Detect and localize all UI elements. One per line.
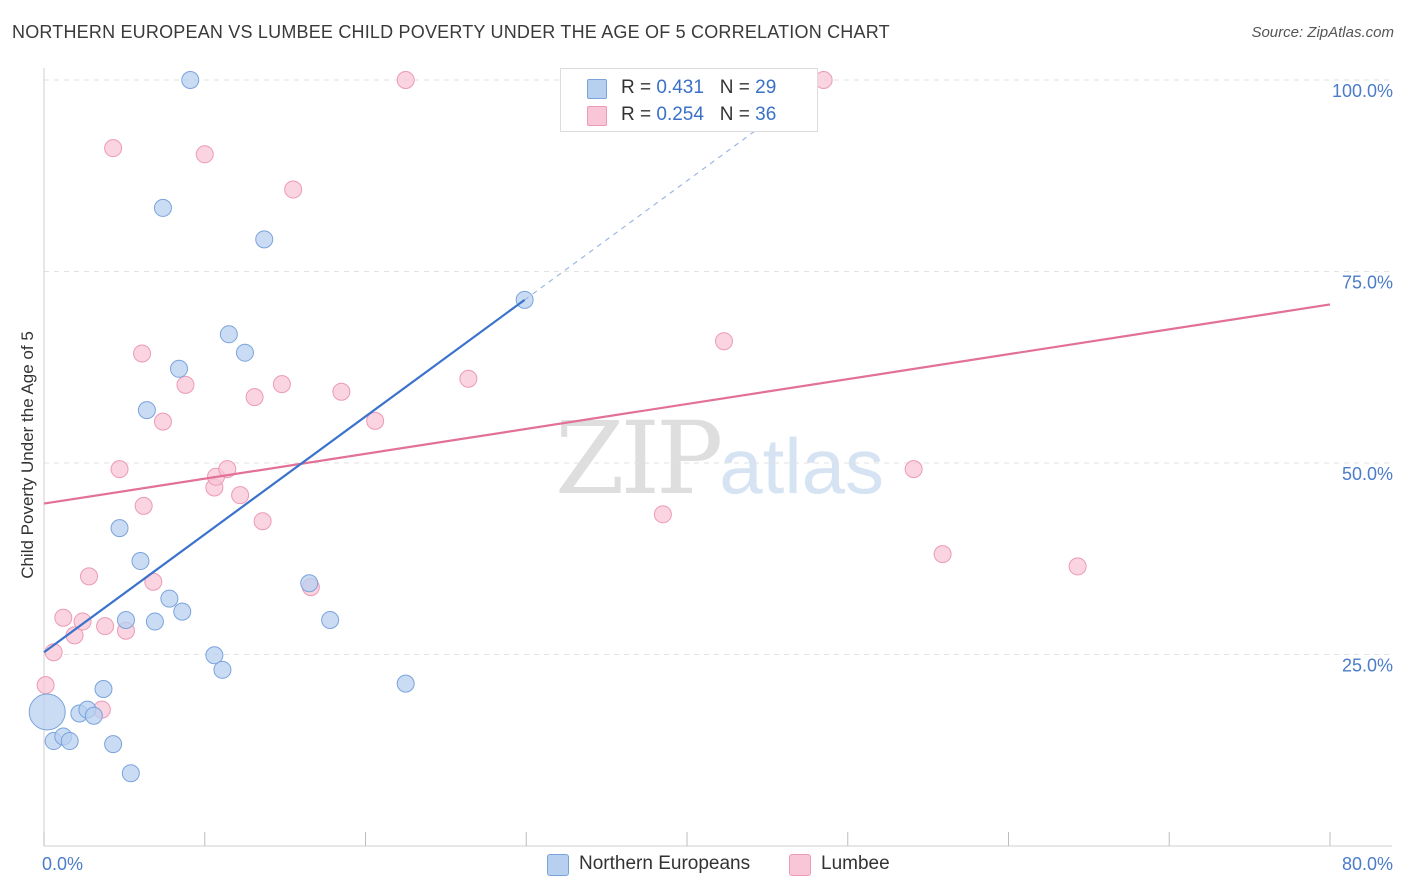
n-label: N = [719, 104, 750, 125]
lumbee-point [96, 617, 115, 636]
lumbee-point [176, 375, 195, 394]
northern-european-point [321, 611, 340, 630]
legend-text: R = 0.431 N = 29 [621, 77, 776, 99]
northern-european-trend-extension [524, 117, 773, 301]
northern-european-point [94, 679, 113, 698]
lumbee-point [253, 512, 272, 531]
legend-swatch-blue [587, 79, 607, 99]
northern-european-point [104, 735, 123, 754]
northern-european-point [213, 660, 232, 679]
y-tick-label: 100.0% [1332, 81, 1393, 101]
lumbee-point [218, 460, 237, 479]
lumbee-point [245, 388, 264, 407]
watermark-atlas: atlas [719, 422, 885, 510]
lumbee-point [284, 180, 303, 199]
lumbee-trend-line [43, 303, 1331, 505]
northern-european-point [137, 401, 156, 420]
lumbee-point [653, 505, 672, 524]
northern-european-point [60, 732, 79, 751]
correlation-legend: R = 0.431 N = 29 R = 0.254 N = 36 [560, 68, 818, 132]
lumbee-point [54, 608, 73, 627]
northern-european-point [153, 198, 172, 217]
lumbee-point [459, 369, 478, 388]
r-label: R = [621, 77, 652, 98]
source-label: Source: ZipAtlas.com [1251, 24, 1394, 41]
northern-european-point [110, 519, 129, 538]
northern-european-point [396, 674, 415, 693]
series-swatch-pink [789, 854, 811, 876]
northern-european-point [131, 552, 150, 571]
lumbee-point [110, 460, 129, 479]
lumbee-point [933, 545, 952, 564]
lumbee-point [134, 496, 153, 515]
northern-european-point [219, 325, 238, 344]
lumbee-point [36, 676, 55, 695]
northern-european-point [235, 343, 254, 362]
r-label: R = [621, 104, 652, 125]
y-tick-label: 25.0% [1342, 656, 1393, 676]
n-value: 36 [755, 104, 777, 125]
legend-swatch-pink [587, 106, 607, 126]
lumbee-point [714, 332, 733, 351]
northern-european-point [300, 574, 319, 593]
chart-title: NORTHERN EUROPEAN VS LUMBEE CHILD POVERT… [12, 22, 890, 42]
lumbee-point [332, 382, 351, 401]
northern-european-point [145, 612, 164, 631]
northern-european-point [170, 359, 189, 378]
northern-european-point [255, 230, 274, 249]
lumbee-point [1068, 557, 1087, 576]
legend-text: R = 0.254 N = 36 [621, 104, 776, 126]
r-value: 0.431 [656, 77, 704, 98]
lumbee-point [396, 71, 415, 89]
lumbee-point [153, 412, 172, 431]
northern-european-point [28, 693, 66, 731]
series-swatch-blue [547, 854, 569, 876]
y-tick-label: 50.0% [1342, 464, 1393, 484]
northern-european-point [121, 764, 140, 783]
lumbee-point [366, 411, 385, 430]
lumbee-point [133, 344, 152, 363]
series-name: Lumbee [821, 853, 890, 874]
lumbee-point [80, 567, 99, 586]
lumbee-point [272, 375, 291, 394]
n-label: N = [719, 77, 750, 98]
zipatlas-watermark: ZIPatlas [555, 400, 884, 517]
x-tick-label: 80.0% [1342, 854, 1393, 874]
northern-european-point [205, 646, 224, 665]
northern-european-point [160, 589, 179, 608]
series-name: Northern Europeans [579, 853, 751, 874]
n-value: 29 [755, 77, 777, 98]
lumbee-point [104, 139, 123, 158]
northern-european-point [84, 706, 103, 725]
r-value: 0.254 [656, 104, 704, 125]
northern-european-trend-line [43, 298, 526, 654]
northern-european-point [173, 602, 192, 621]
y-tick-label: 75.0% [1342, 273, 1393, 293]
lumbee-point [904, 460, 923, 479]
lumbee-point [195, 145, 214, 164]
x-tick-label: 0.0% [42, 854, 83, 874]
northern-european-point [181, 71, 200, 89]
northern-european-point [116, 611, 135, 630]
lumbee-point [231, 486, 250, 505]
